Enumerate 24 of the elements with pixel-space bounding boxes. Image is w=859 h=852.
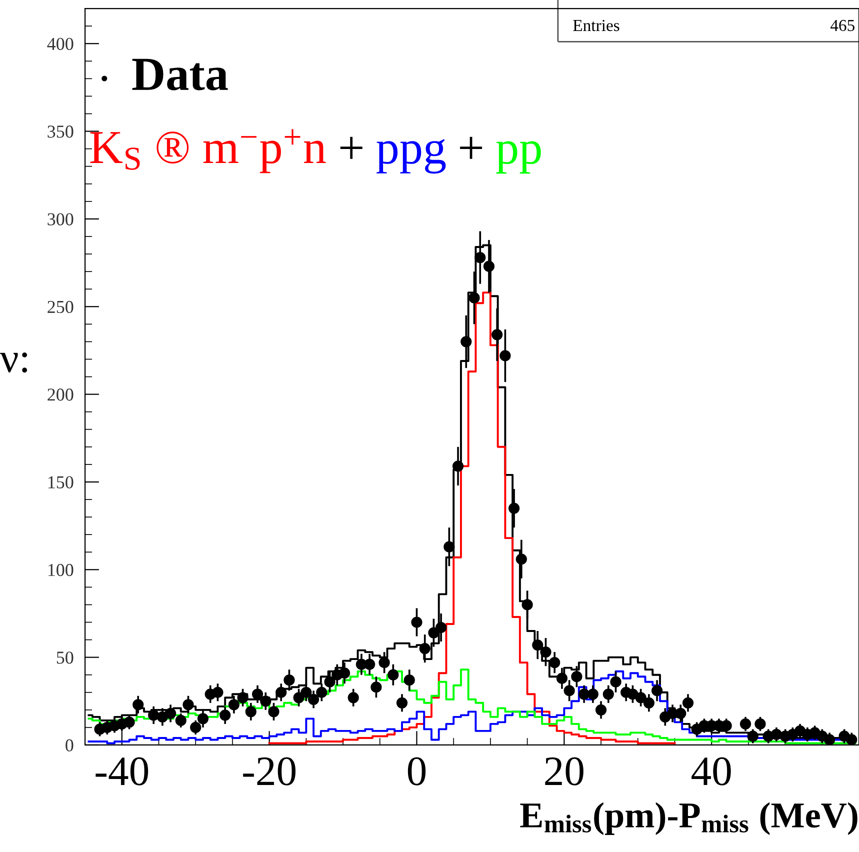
- annotation: Entries: [573, 20, 620, 32]
- y-tick-label: 250: [48, 300, 74, 314]
- y-tick-label: 400: [47, 38, 74, 50]
- text: ν:: [0, 352, 28, 373]
- x-tick-label: -40: [96, 757, 148, 786]
- annotation: +: [460, 136, 482, 159]
- x-tick-label: 20: [545, 757, 584, 786]
- legend-label: Data: [132, 58, 228, 90]
- x-tick-label: 0: [408, 757, 426, 786]
- annotation: +: [340, 136, 362, 159]
- y-tick-label: 350: [48, 126, 74, 138]
- x-tick-label: 40: [692, 757, 731, 786]
- y-tick-label: 150: [48, 476, 74, 488]
- x-axis-title: E$_{miss}$(pm)-P$_{miss}$ (MeV): [520, 802, 858, 835]
- y-tick-label: 300: [48, 213, 74, 226]
- text: pp: [496, 141, 541, 174]
- y-tick-label: 0: [66, 739, 74, 752]
- y-tick-label: 50: [56, 652, 74, 664]
- x-tick-label: -20: [243, 757, 296, 786]
- annotation: 465: [830, 20, 854, 32]
- text: K$_{S}$ ® m$^{−}$p$^{+}$n: [90, 129, 326, 174]
- y-tick-label: 100: [48, 564, 74, 576]
- text: ppg: [376, 139, 446, 174]
- y-tick-label: 200: [48, 388, 74, 401]
